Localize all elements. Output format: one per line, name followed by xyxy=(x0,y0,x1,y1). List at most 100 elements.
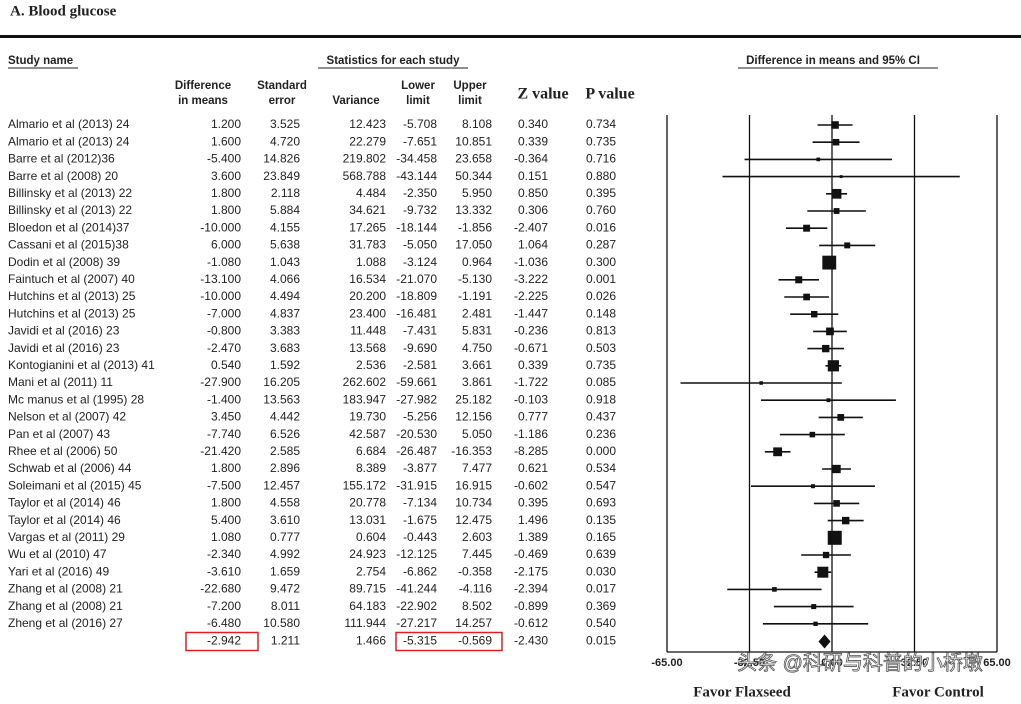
cell: 1.659 xyxy=(270,564,300,578)
cell: 8.011 xyxy=(271,599,300,613)
study-name: Yari et al (2016) 49 xyxy=(8,564,109,578)
study-name: Rhee et al (2006) 50 xyxy=(8,444,118,458)
cell: 4.155 xyxy=(270,220,300,234)
cell: -6.862 xyxy=(403,564,437,578)
cell: -5.050 xyxy=(403,238,437,252)
cell: -0.364 xyxy=(514,152,548,166)
study-name: Kontogianini et al (2013) 41 xyxy=(8,358,155,372)
effect-square xyxy=(831,188,842,199)
cell: -7.740 xyxy=(207,427,241,441)
cell: 3.383 xyxy=(270,324,300,338)
highlight-box xyxy=(185,631,259,652)
cell: 0.735 xyxy=(586,134,616,148)
cell: 4.442 xyxy=(270,410,300,424)
study-name: Wu et al (2010) 47 xyxy=(8,547,107,561)
cell: 0.026 xyxy=(586,289,616,303)
effect-square xyxy=(822,255,837,270)
cell: 2.896 xyxy=(270,461,300,475)
cell: 12.475 xyxy=(455,513,492,527)
cell: 0.880 xyxy=(586,169,616,183)
effect-square xyxy=(826,398,831,403)
cell: -10.000 xyxy=(200,220,241,234)
cell: 23.400 xyxy=(349,306,386,320)
cell: -16.353 xyxy=(451,444,492,458)
study-name: Pan et al (2007) 43 xyxy=(8,427,110,441)
cell: 0.306 xyxy=(518,203,548,217)
cell: 7.445 xyxy=(462,547,492,561)
cell: 16.534 xyxy=(349,272,386,286)
cell: 2.481 xyxy=(462,306,492,320)
cell: -5.256 xyxy=(403,410,437,424)
cell: 31.783 xyxy=(349,238,386,252)
cell: 0.395 xyxy=(518,496,548,510)
cell: 14.257 xyxy=(455,616,492,630)
study-name: Barre et al (2008) 20 xyxy=(8,169,118,183)
cell: 13.563 xyxy=(263,392,300,406)
cell: 0.850 xyxy=(518,186,548,200)
cell: -7.500 xyxy=(207,478,241,492)
cell: -1.856 xyxy=(458,220,492,234)
cell: 0.339 xyxy=(518,358,548,372)
cell: -6.480 xyxy=(207,616,241,630)
cell: 23.658 xyxy=(455,152,492,166)
cell: 4.992 xyxy=(270,547,300,561)
cell: -3.610 xyxy=(207,564,241,578)
cell: -5.708 xyxy=(403,117,437,131)
summary-cell: 1.211 xyxy=(271,634,300,648)
cell: 1.043 xyxy=(270,255,300,269)
cell: -1.080 xyxy=(207,255,241,269)
cell: 0.001 xyxy=(586,272,616,286)
cell: -1.722 xyxy=(514,375,548,389)
effect-square xyxy=(841,516,850,525)
cell: 2.603 xyxy=(462,530,492,544)
cell: 1.496 xyxy=(518,513,548,527)
cell: -1.186 xyxy=(514,427,548,441)
cell: 3.610 xyxy=(270,513,300,527)
cell: -43.144 xyxy=(396,169,437,183)
x-tick-label: 32.50 xyxy=(901,657,929,669)
cell: 2.118 xyxy=(271,186,300,200)
cell: 50.344 xyxy=(455,169,492,183)
cell: -7.000 xyxy=(207,306,241,320)
column-header: limit xyxy=(458,95,482,107)
effect-square xyxy=(833,208,840,214)
cell: 34.621 xyxy=(349,203,386,217)
summary-diamond xyxy=(818,634,831,649)
cell: 3.861 xyxy=(462,375,492,389)
cell: -8.285 xyxy=(514,444,548,458)
cell: 6.000 xyxy=(211,238,241,252)
cell: 2.536 xyxy=(356,358,386,372)
cell: 5.050 xyxy=(462,427,492,441)
summary-cell: -0.569 xyxy=(458,634,492,648)
cell: 0.693 xyxy=(586,496,616,510)
cell: 0.918 xyxy=(586,392,616,406)
cell: -27.217 xyxy=(396,616,437,630)
stats-header: Statistics for each study xyxy=(327,55,461,67)
cell: 0.340 xyxy=(518,117,548,131)
study-header: Study name xyxy=(8,55,73,67)
cell: -22.902 xyxy=(396,599,437,613)
cell: 8.502 xyxy=(462,599,492,613)
plot-header: Difference in means and 95% CI xyxy=(746,55,920,67)
effect-square xyxy=(831,121,839,129)
cell: -18.809 xyxy=(396,289,437,303)
study-name: Javidi et al (2016) 23 xyxy=(8,341,120,355)
cell: 8.108 xyxy=(462,117,492,131)
x-tick-label: -65.00 xyxy=(651,657,682,669)
study-name: Billinsky et al (2013) 22 xyxy=(8,203,132,217)
column-header: limit xyxy=(406,95,430,107)
cell: 13.332 xyxy=(455,203,492,217)
cell: 4.837 xyxy=(270,306,300,320)
cell: 0.540 xyxy=(586,616,616,630)
cell: -9.732 xyxy=(403,203,437,217)
cell: 1.600 xyxy=(211,134,241,148)
cell: 0.777 xyxy=(518,410,548,424)
cell: 23.849 xyxy=(263,169,300,183)
cell: 111.944 xyxy=(344,616,386,630)
cell: 7.477 xyxy=(462,461,492,475)
cell: 0.000 xyxy=(586,444,616,458)
cell: 8.389 xyxy=(356,461,386,475)
cell: 0.339 xyxy=(518,134,548,148)
study-name: Nelson et al (2007) 42 xyxy=(8,410,126,424)
cell: -10.000 xyxy=(200,289,241,303)
